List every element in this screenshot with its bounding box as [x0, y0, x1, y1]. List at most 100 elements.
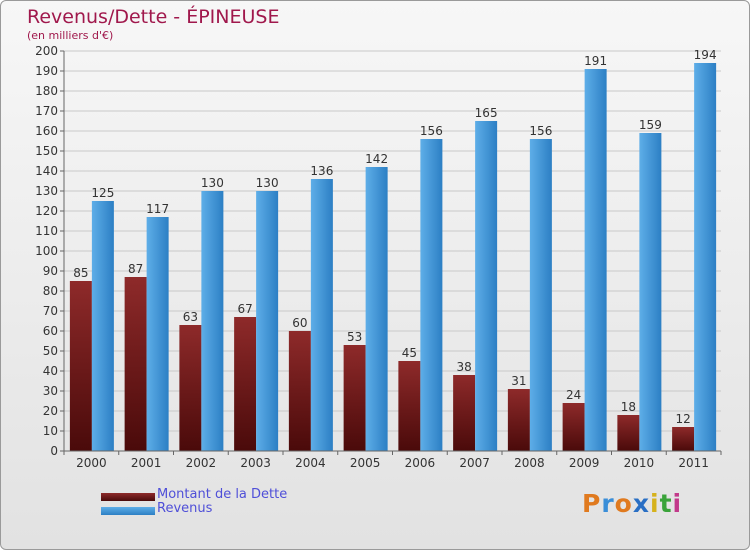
chart-subtitle: (en milliers d'€) [27, 29, 114, 42]
data-label-dette-2001: 87 [128, 262, 143, 276]
bar-revenus-2003 [256, 191, 279, 451]
data-label-revenus-2004: 136 [310, 164, 333, 178]
logo-letter: x [632, 489, 650, 518]
bar-revenus-2007 [475, 121, 498, 451]
bar-dette-2006 [398, 361, 421, 451]
data-label-revenus-2011: 194 [694, 48, 717, 62]
bar-dette-2011 [672, 427, 695, 451]
bar-revenus-2011 [694, 63, 717, 451]
legend-swatch-revenus [101, 507, 155, 515]
logo-letter: t [659, 489, 673, 518]
y-tick-label: 60 [43, 324, 58, 338]
y-tick-label: 30 [43, 384, 58, 398]
data-label-dette-2006: 45 [402, 346, 417, 360]
bar-revenus-2001 [146, 217, 169, 451]
data-label-revenus-2008: 156 [529, 124, 552, 138]
data-label-dette-2007: 38 [456, 360, 471, 374]
logo-letter: P [582, 489, 602, 518]
data-label-dette-2009: 24 [566, 388, 581, 402]
y-tick-label: 120 [35, 204, 58, 218]
x-tick-label: 2007 [459, 456, 490, 470]
bar-dette-2007 [453, 375, 476, 451]
legend-label-dette: Montant de la Dette [157, 487, 288, 502]
y-tick-label: 200 [35, 44, 58, 58]
bar-revenus-2008 [529, 139, 552, 451]
y-tick-label: 180 [35, 84, 58, 98]
bar-dette-2004 [288, 331, 311, 451]
y-tick-label: 20 [43, 404, 58, 418]
bar-revenus-2005 [365, 167, 388, 451]
y-tick-label: 0 [50, 444, 58, 458]
x-tick-label: 2004 [295, 456, 326, 470]
bar-dette-2005 [343, 345, 366, 451]
y-tick-label: 70 [43, 304, 58, 318]
y-tick-label: 100 [35, 244, 58, 258]
y-tick-label: 140 [35, 164, 58, 178]
bar-dette-2010 [617, 415, 640, 451]
x-tick-label: 2006 [405, 456, 436, 470]
y-tick-label: 160 [35, 124, 58, 138]
x-tick-label: 2009 [569, 456, 600, 470]
legend-swatch-dette [101, 493, 155, 501]
bar-revenus-2009 [584, 69, 607, 451]
y-tick-label: 10 [43, 424, 58, 438]
y-tick-label: 130 [35, 184, 58, 198]
data-label-revenus-2000: 125 [91, 186, 114, 200]
data-label-revenus-2007: 165 [475, 106, 498, 120]
data-label-dette-2004: 60 [292, 316, 307, 330]
bar-dette-2001 [124, 277, 147, 451]
x-tick-label: 2000 [76, 456, 107, 470]
bar-dette-2009 [562, 403, 585, 451]
x-tick-label: 2001 [131, 456, 162, 470]
y-tick-label: 90 [43, 264, 58, 278]
bar-dette-2003 [234, 317, 257, 451]
logo-letter: i [650, 489, 660, 518]
chart-title: Revenus/Dette - ÉPINEUSE [27, 6, 280, 28]
logo-letter: r [601, 489, 615, 518]
y-tick-label: 80 [43, 284, 58, 298]
bar-revenus-2010 [639, 133, 662, 451]
data-label-revenus-2002: 130 [201, 176, 224, 190]
y-tick-label: 40 [43, 364, 58, 378]
logo-letter: o [614, 489, 633, 518]
x-tick-label: 2003 [240, 456, 271, 470]
y-tick-label: 170 [35, 104, 58, 118]
bars: 85 125 87 117 63 130 67 130 60 136 53 142 45 156 38 165… [69, 48, 717, 451]
data-label-dette-2003: 67 [237, 302, 252, 316]
logo-letter: i [672, 489, 683, 518]
y-tick-label: 150 [35, 144, 58, 158]
data-label-revenus-2001: 117 [146, 202, 169, 216]
proxiti-logo: Proxiti [582, 489, 682, 518]
data-label-dette-2005: 53 [347, 330, 362, 344]
x-tick-label: 2011 [678, 456, 709, 470]
y-tick-label: 110 [35, 224, 58, 238]
x-tick-label: 2010 [624, 456, 655, 470]
bar-dette-2002 [179, 325, 202, 451]
axes: 0 10 20 30 40 50 60 70 80 90 100 110 120 130 140 150 160… [35, 44, 722, 470]
bar-dette-2008 [507, 389, 530, 451]
data-label-revenus-2003: 130 [256, 176, 279, 190]
grid-lines [64, 50, 721, 452]
bar-dette-2000 [69, 281, 92, 451]
data-label-dette-2011: 12 [675, 412, 690, 426]
bar-revenus-2004 [310, 179, 333, 451]
data-label-revenus-2006: 156 [420, 124, 443, 138]
bar-revenus-2002 [201, 191, 224, 451]
data-label-revenus-2005: 142 [365, 152, 388, 166]
data-label-dette-2008: 31 [511, 374, 526, 388]
x-tick-label: 2005 [350, 456, 381, 470]
y-tick-label: 50 [43, 344, 58, 358]
data-label-dette-2002: 63 [183, 310, 198, 324]
bar-revenus-2000 [91, 201, 114, 451]
data-label-revenus-2010: 159 [639, 118, 662, 132]
y-tick-label: 190 [35, 64, 58, 78]
data-label-revenus-2009: 191 [584, 54, 607, 68]
legend-label-revenus: Revenus [157, 501, 213, 516]
data-label-dette-2000: 85 [73, 266, 88, 280]
bar-revenus-2006 [420, 139, 443, 451]
x-tick-label: 2008 [514, 456, 545, 470]
data-label-dette-2010: 18 [621, 400, 636, 414]
x-tick-label: 2002 [186, 456, 217, 470]
